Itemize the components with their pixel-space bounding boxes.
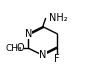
Text: O: O	[16, 43, 24, 53]
Text: N: N	[25, 29, 32, 39]
Text: F: F	[54, 54, 60, 64]
Text: CH₃: CH₃	[5, 44, 22, 53]
Text: NH₂: NH₂	[49, 13, 67, 23]
Text: N: N	[39, 50, 46, 60]
